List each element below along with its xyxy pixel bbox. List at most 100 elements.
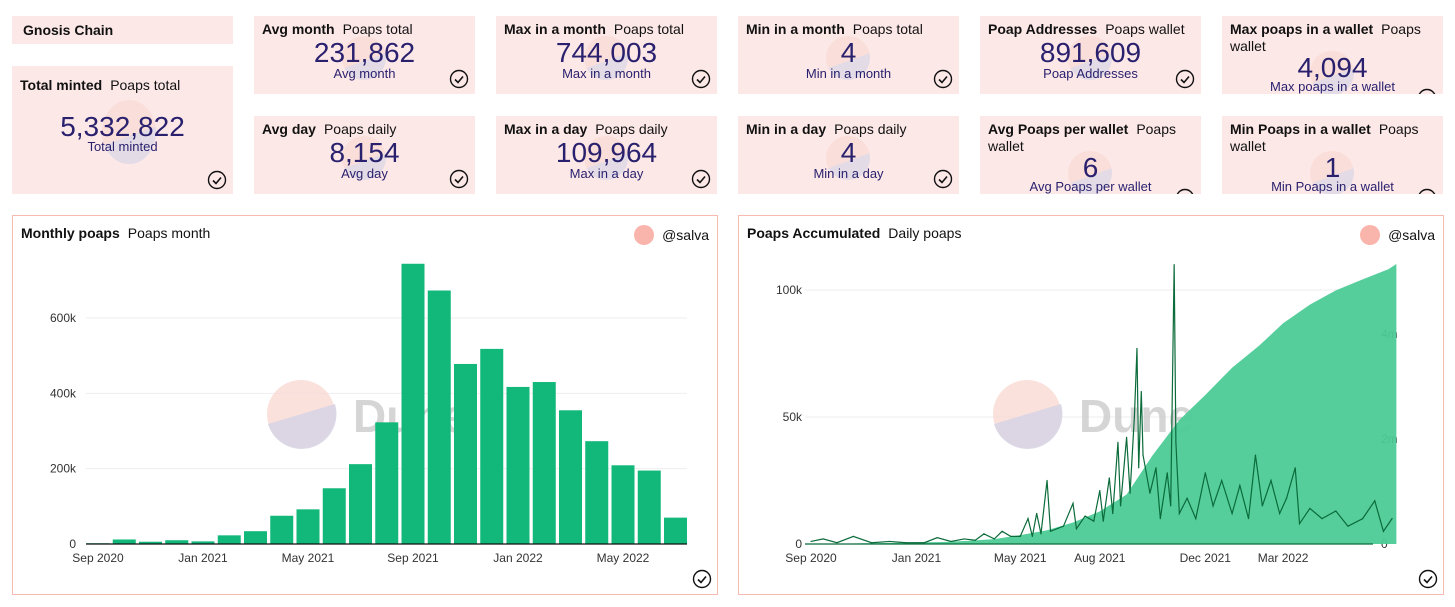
counter-title: Min Poaps in a wallet: [1230, 121, 1371, 137]
counter-header: Avg month Poaps total: [262, 21, 467, 38]
check-circle-icon[interactable]: [449, 169, 469, 189]
check-circle-icon[interactable]: [1417, 88, 1437, 94]
daily-line: [810, 264, 1393, 544]
bar: [532, 382, 556, 544]
bar: [375, 422, 399, 544]
dune-logo-watermark: [584, 136, 628, 180]
dune-logo-watermark: [1068, 36, 1112, 80]
check-circle-icon[interactable]: [449, 69, 469, 89]
chart-author[interactable]: @salva: [634, 225, 709, 245]
daily-point: [1126, 436, 1128, 438]
accumulated-area: [811, 264, 1397, 544]
daily-point: [870, 542, 873, 544]
counter-subtitle: Poaps daily: [595, 121, 668, 137]
daily-point: [1112, 512, 1114, 515]
check-circle-icon[interactable]: [933, 169, 953, 189]
bar: [480, 348, 504, 544]
daily-point: [1321, 518, 1323, 520]
check-circle-icon[interactable]: [691, 69, 711, 89]
daily-point: [1108, 477, 1110, 479]
bar: [664, 517, 687, 544]
counter-card: Poap Addresses Poaps wallet 891,609 Poap …: [980, 16, 1201, 94]
daily-point: [1140, 391, 1142, 393]
bar: [139, 541, 162, 544]
dune-logo-watermark: [1310, 151, 1354, 194]
daily-point: [1175, 441, 1177, 443]
x-tick-label: Jan 2021: [892, 551, 942, 565]
daily-point: [1239, 484, 1241, 487]
daily-point: [1040, 533, 1042, 535]
counter-title: Max in a month: [504, 21, 606, 37]
daily-point: [1374, 500, 1376, 502]
counter-subtitle: Poaps wallet: [1105, 21, 1185, 37]
bar: [322, 488, 346, 544]
counter-total-minted: Total minted Poaps total 5,332,822 Total …: [12, 66, 233, 194]
daily-point: [1231, 512, 1233, 515]
check-circle-icon[interactable]: [692, 569, 712, 589]
bar: [506, 386, 530, 544]
chart-title: Monthly poaps: [21, 225, 120, 241]
daily-point: [1270, 479, 1272, 482]
daily-point: [810, 540, 812, 543]
counter-title: Avg month: [262, 21, 335, 37]
x-tick-label: May 2021: [282, 551, 335, 565]
dune-logo-watermark: [102, 100, 156, 164]
x-tick-label: Jan 2021: [178, 551, 228, 565]
counter-value: 4: [840, 37, 857, 68]
daily-point: [889, 540, 891, 543]
dune-logo-watermark: [342, 36, 386, 80]
counter-label: Poap Addresses: [1043, 66, 1138, 81]
daily-point: [993, 538, 995, 540]
counter-card: Avg day Poaps daily 8,154 Avg day: [254, 116, 475, 194]
x-tick-label: May 2021: [994, 551, 1047, 565]
bar: [270, 515, 294, 544]
counter-value: 6: [1082, 152, 1099, 183]
x-tick-label: Sep 2020: [785, 551, 837, 565]
daily-point: [1084, 515, 1086, 517]
check-circle-icon[interactable]: [207, 170, 227, 190]
dune-logo-watermark-lower: [268, 404, 337, 449]
bar: [349, 464, 372, 544]
daily-point: [1195, 518, 1197, 520]
counter-value: 231,862: [313, 37, 416, 68]
counter-card: Min in a month Poaps total 4 Min in a mon…: [738, 16, 959, 94]
y-left-tick-label: 100k: [776, 283, 803, 297]
check-circle-icon[interactable]: [933, 69, 953, 89]
daily-point: [983, 533, 985, 535]
daily-point: [1031, 535, 1033, 537]
daily-point: [1129, 492, 1131, 494]
counter-card: Min Poaps in a wallet Poaps wallet 1 Min …: [1222, 116, 1443, 194]
y-left-tick-label: 0: [795, 537, 802, 551]
bar: [559, 410, 582, 544]
chart-author[interactable]: @salva: [1360, 225, 1435, 245]
counter-title: Avg Poaps per wallet: [988, 121, 1129, 137]
counter-card: Avg Poaps per wallet Poaps wallet 6 Avg P…: [980, 116, 1201, 194]
bar: [165, 540, 189, 544]
daily-point: [1362, 518, 1364, 520]
counter-header: Max in a day Poaps daily: [504, 121, 709, 138]
check-circle-icon[interactable]: [1175, 188, 1195, 194]
daily-point: [1149, 492, 1151, 494]
daily-point: [1170, 505, 1172, 507]
counter-label: Avg Poaps per wallet: [1029, 179, 1152, 194]
counter-title: Min in a month: [746, 21, 845, 37]
check-circle-icon[interactable]: [1418, 569, 1438, 589]
counter-label: Min in a month: [805, 66, 892, 81]
x-tick-label: Sep 2020: [72, 551, 124, 565]
dune-logo-watermark: [826, 36, 870, 80]
check-circle-icon[interactable]: [1175, 69, 1195, 89]
check-circle-icon[interactable]: [691, 169, 711, 189]
daily-point: [1335, 510, 1337, 512]
bar: [112, 539, 136, 544]
author-avatar: [634, 225, 655, 245]
daily-point: [1178, 512, 1180, 515]
check-circle-icon[interactable]: [1417, 188, 1437, 194]
counter-value: 4,094: [1297, 52, 1368, 83]
counter-card: Max in a month Poaps total 744,003 Max in…: [496, 16, 717, 94]
y-tick-label: 600k: [50, 311, 77, 325]
counter-value: 5,332,822: [60, 111, 185, 142]
daily-point: [950, 540, 952, 543]
counter-subtitle: Poaps total: [342, 21, 413, 37]
